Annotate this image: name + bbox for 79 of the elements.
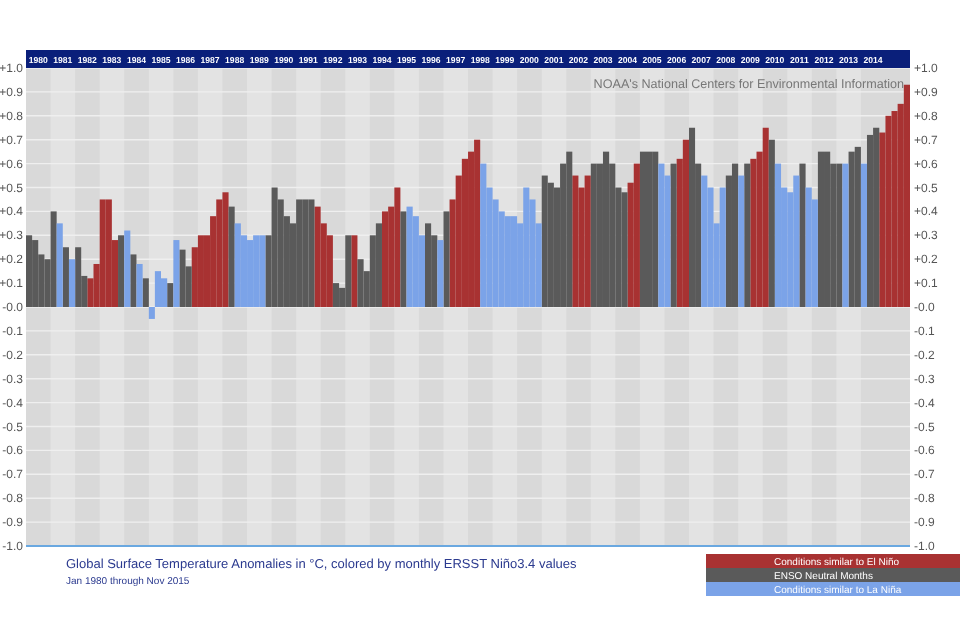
bar <box>738 175 745 307</box>
bar <box>167 283 174 307</box>
bar <box>584 175 591 307</box>
bar <box>682 139 690 307</box>
bar <box>375 223 382 307</box>
bar <box>173 240 180 307</box>
bar <box>903 84 910 307</box>
bar <box>425 223 432 307</box>
bar <box>437 240 444 307</box>
bar <box>848 151 855 307</box>
bar <box>873 127 880 307</box>
bar <box>50 211 57 307</box>
bar <box>216 199 223 307</box>
bar <box>56 223 63 307</box>
bar <box>768 139 775 307</box>
bar <box>406 206 413 307</box>
bar <box>234 223 241 307</box>
bar <box>633 163 640 307</box>
bar <box>351 235 358 307</box>
bar <box>222 192 229 307</box>
bar <box>400 211 407 307</box>
bar <box>817 151 825 307</box>
bar <box>271 187 278 307</box>
bar <box>566 151 573 307</box>
bar <box>68 259 76 307</box>
bar <box>99 199 106 307</box>
bar <box>148 307 155 319</box>
bar <box>793 175 800 307</box>
bar <box>228 206 235 307</box>
bar <box>154 271 161 307</box>
bar <box>572 175 579 307</box>
bar <box>130 254 137 307</box>
bar <box>541 175 548 307</box>
bar <box>26 235 33 307</box>
bar <box>799 163 806 307</box>
bar <box>805 187 812 307</box>
bar <box>308 199 315 307</box>
bar <box>381 211 389 307</box>
bar <box>480 163 487 307</box>
bar <box>523 187 530 307</box>
bar <box>332 283 340 307</box>
bar <box>854 146 861 307</box>
bar <box>658 163 665 307</box>
bar <box>443 211 450 307</box>
bar <box>118 235 125 307</box>
bar <box>345 235 352 307</box>
bar <box>774 163 782 307</box>
bar <box>105 199 112 307</box>
bar <box>357 259 364 307</box>
bar <box>731 163 739 307</box>
bar <box>750 158 757 307</box>
bar <box>32 240 39 307</box>
bar <box>866 134 874 307</box>
bar <box>885 115 892 307</box>
bar <box>621 192 628 307</box>
bar <box>842 163 849 307</box>
bar <box>590 163 597 307</box>
bar <box>719 187 726 307</box>
bar <box>62 247 69 307</box>
bar <box>860 163 867 307</box>
bar <box>136 263 143 307</box>
bar <box>689 127 696 307</box>
bar <box>652 151 659 307</box>
bar <box>314 206 321 307</box>
bar <box>179 249 186 307</box>
bar <box>124 230 131 307</box>
bar <box>701 175 708 307</box>
bar <box>259 235 266 307</box>
bar <box>670 163 677 307</box>
bar <box>836 163 843 307</box>
bar <box>639 151 646 307</box>
bar <box>75 247 82 307</box>
bar <box>142 278 149 307</box>
bar <box>394 187 401 307</box>
bar <box>161 278 168 307</box>
bar <box>744 163 751 307</box>
bar <box>762 127 769 307</box>
bar <box>474 139 481 307</box>
bar <box>891 111 898 307</box>
